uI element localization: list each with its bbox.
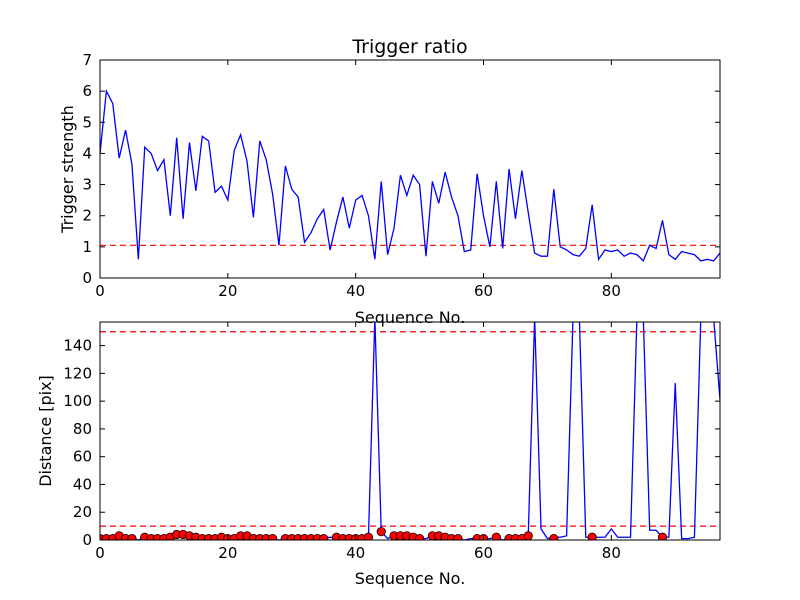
data-point-marker bbox=[127, 534, 137, 540]
y-tick-label: 1 bbox=[82, 238, 92, 256]
x-tick-label: 40 bbox=[346, 544, 365, 562]
axes-frame bbox=[99, 59, 721, 279]
x-axis-label-sequence-no-bottom: Sequence No. bbox=[355, 569, 466, 588]
y-tick-label: 4 bbox=[82, 144, 92, 162]
y-tick-label: 20 bbox=[73, 503, 92, 521]
data-point-marker bbox=[587, 532, 597, 540]
data-point-marker bbox=[453, 534, 463, 540]
y-tick-label: 5 bbox=[82, 113, 92, 131]
x-tick-label: 20 bbox=[218, 282, 237, 300]
trigger-ratio-ticks: 0 20 40 60 80 0 1 2 3 4 5 6 7 bbox=[82, 51, 720, 300]
y-tick-label: 60 bbox=[73, 448, 92, 466]
y-tick-label: 6 bbox=[82, 82, 92, 100]
x-tick-label: 0 bbox=[95, 282, 105, 300]
y-axis-label-distance: Distance [pix] bbox=[36, 375, 55, 487]
x-tick-label: 60 bbox=[474, 544, 493, 562]
data-point-marker bbox=[414, 534, 425, 540]
data-point-marker bbox=[376, 527, 386, 537]
x-tick-label: 0 bbox=[95, 544, 105, 562]
y-tick-label: 2 bbox=[82, 207, 92, 225]
x-tick-label: 60 bbox=[474, 282, 493, 300]
y-tick-label: 40 bbox=[73, 475, 92, 493]
chart-title: Trigger ratio bbox=[351, 36, 467, 58]
series-line-0 bbox=[100, 88, 720, 263]
x-tick-label: 20 bbox=[218, 544, 237, 562]
data-point-marker bbox=[319, 534, 329, 540]
trigger-ratio-plot: Trigger ratio Trigger strength 0 20 40 60 80… bbox=[58, 36, 721, 327]
data-point-marker bbox=[549, 534, 559, 540]
distance-plot: Distance [pix] 0 20 40 60 80 0 20 40 60 80 100 120 1… bbox=[36, 321, 721, 588]
y-axis-label-trigger-strength: Trigger strength bbox=[58, 105, 77, 234]
y-tick-label: 120 bbox=[63, 364, 92, 382]
data-point-marker bbox=[267, 534, 278, 540]
y-tick-label: 0 bbox=[82, 269, 92, 287]
y-tick-label: 140 bbox=[63, 337, 92, 355]
data-point-marker bbox=[491, 532, 501, 540]
y-tick-label: 80 bbox=[73, 420, 92, 438]
y-tick-label: 100 bbox=[63, 392, 92, 410]
axes-frame bbox=[99, 321, 721, 541]
data-point-marker bbox=[657, 532, 668, 540]
y-tick-label: 7 bbox=[82, 51, 92, 69]
x-tick-label: 80 bbox=[602, 282, 621, 300]
distance-plot-area bbox=[99, 321, 721, 541]
distance-ticks: 0 20 40 60 80 0 20 40 60 80 100 120 140 bbox=[63, 322, 720, 562]
x-axis-label-sequence-no-top: Sequence No. bbox=[355, 308, 466, 327]
x-tick-label: 80 bbox=[602, 544, 621, 562]
data-point-marker bbox=[363, 532, 374, 540]
y-tick-label: 3 bbox=[82, 176, 92, 194]
y-tick-label: 0 bbox=[82, 531, 92, 549]
trigger-ratio-plot-area bbox=[99, 59, 721, 279]
x-tick-label: 40 bbox=[346, 282, 365, 300]
data-point-marker bbox=[523, 531, 533, 540]
